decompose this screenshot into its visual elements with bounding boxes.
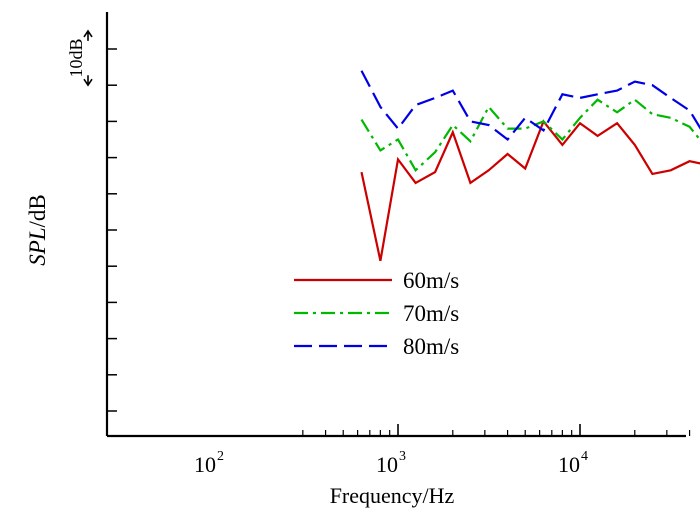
series-line-60ms [360,119,700,262]
scale-annotation: 10dB [66,29,93,87]
legend-label-70ms: 70m/s [403,301,459,326]
series-line-80ms [360,70,700,142]
x-tick-label-1000: 10 [376,452,398,477]
series-lines [360,70,700,262]
x-axis-title: Frequency/Hz [330,483,455,508]
legend-label-80ms: 80m/s [403,334,459,359]
legend-label-60ms: 60m/s [403,268,459,293]
x-tick-label-10000: 10 [558,452,580,477]
axis-ticks [107,48,691,436]
x-tick-exp-1000: 3 [399,449,406,464]
series-line-70ms [360,98,700,173]
y-axis-title-italic: SPL [25,227,50,265]
y-axis-title: SPL/dB [25,194,50,266]
svg-text:SPL/dB: SPL/dB [25,194,50,266]
legend: 60m/s 70m/s 80m/s [294,268,459,359]
scale-annotation-arrows [83,29,93,87]
scale-annotation-label: 10dB [66,39,86,78]
y-axis-title-unit: /dB [25,194,50,227]
plot-axes [105,12,686,438]
x-tick-exp-10000: 4 [581,449,588,464]
x-tick-exp-100: 2 [217,449,224,464]
x-tick-label-100: 10 [194,452,216,477]
